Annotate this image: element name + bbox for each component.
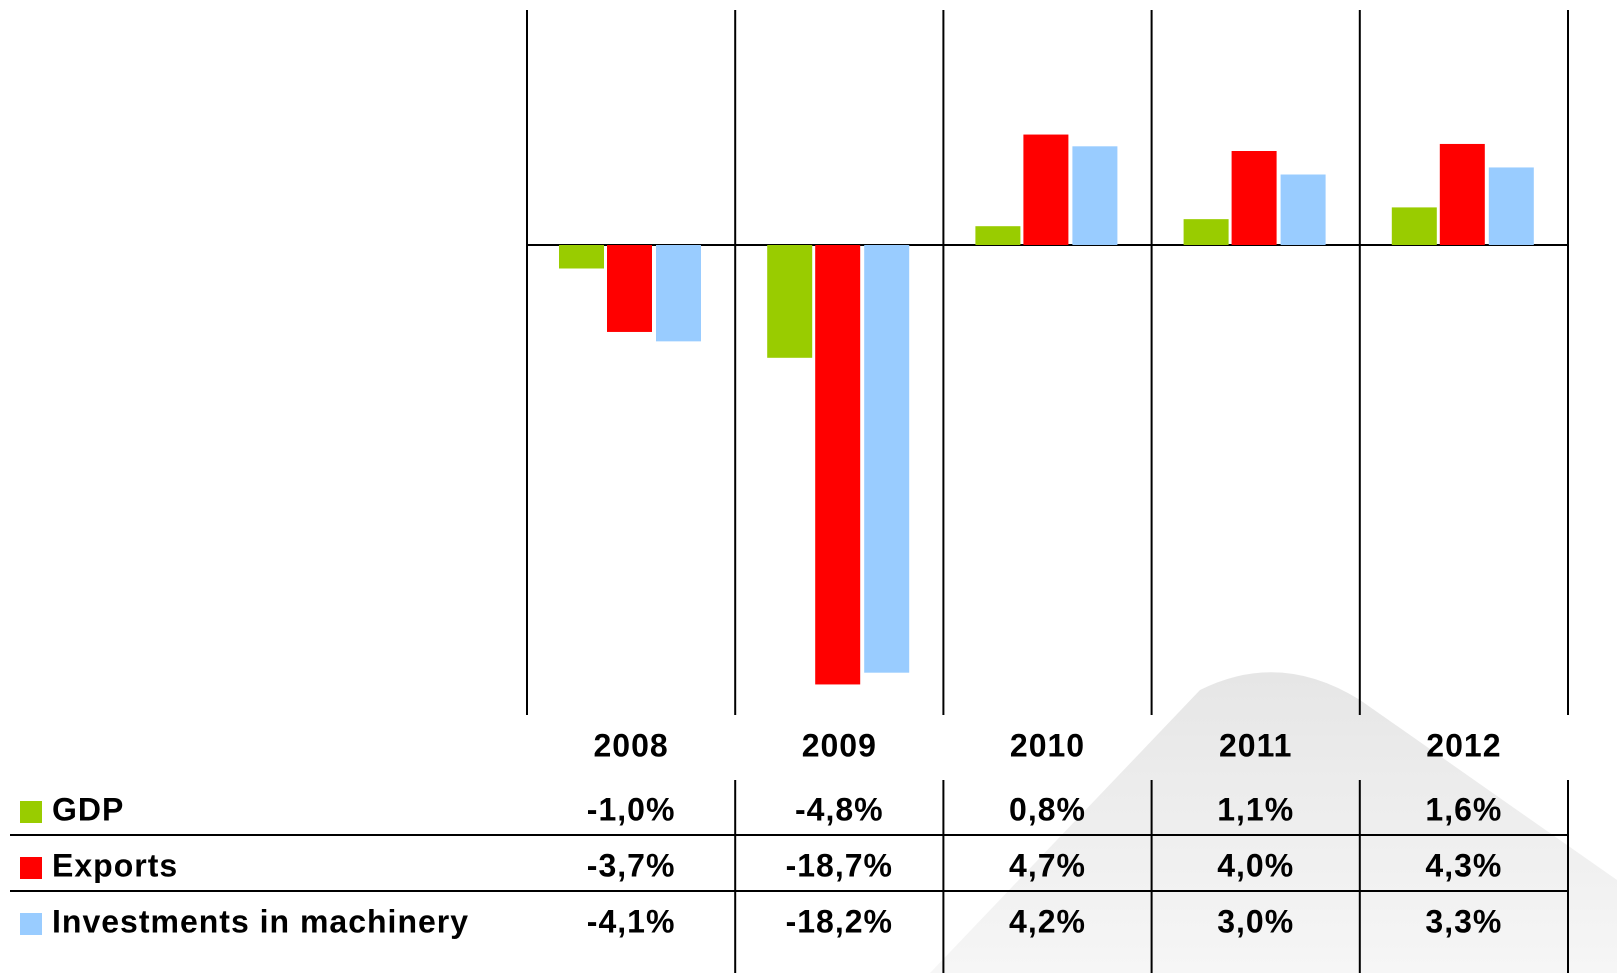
category-label: 2012 bbox=[1426, 727, 1501, 763]
watermark bbox=[930, 672, 1617, 973]
legend-swatch bbox=[20, 857, 42, 879]
value-label: 4,2% bbox=[1009, 903, 1086, 939]
value-label: -4,8% bbox=[795, 791, 884, 827]
value-label: 0,8% bbox=[1009, 791, 1086, 827]
value-label: -1,0% bbox=[587, 791, 676, 827]
bar bbox=[1183, 219, 1229, 245]
legend-label: GDP bbox=[52, 791, 124, 827]
value-label: -3,7% bbox=[587, 847, 676, 883]
bar bbox=[864, 245, 910, 673]
bar bbox=[559, 245, 604, 269]
bar bbox=[1488, 167, 1534, 245]
value-label: 1,6% bbox=[1425, 791, 1502, 827]
category-label: 2011 bbox=[1219, 727, 1292, 763]
value-label: 1,1% bbox=[1217, 791, 1294, 827]
legend-swatch bbox=[20, 913, 42, 935]
value-label: -18,2% bbox=[786, 903, 893, 939]
bar bbox=[1023, 134, 1069, 245]
legend-label: Exports bbox=[52, 847, 178, 883]
bar bbox=[1231, 151, 1277, 245]
value-label: 4,7% bbox=[1009, 847, 1086, 883]
value-label: 3,0% bbox=[1217, 903, 1294, 939]
category-label: 2010 bbox=[1010, 727, 1085, 763]
bar bbox=[1072, 146, 1118, 245]
legend-swatch bbox=[20, 801, 42, 823]
category-label: 2009 bbox=[802, 727, 877, 763]
bar bbox=[1280, 174, 1326, 245]
bar bbox=[975, 226, 1021, 245]
bar bbox=[815, 245, 861, 685]
category-label: 2008 bbox=[594, 727, 669, 763]
bar bbox=[607, 245, 652, 332]
value-label: 4,0% bbox=[1217, 847, 1294, 883]
bar bbox=[1391, 207, 1437, 245]
value-label: -4,1% bbox=[587, 903, 676, 939]
bar bbox=[1439, 143, 1485, 245]
value-label: 4,3% bbox=[1425, 847, 1502, 883]
bar bbox=[656, 245, 701, 342]
bar bbox=[767, 245, 813, 358]
value-label: -18,7% bbox=[786, 847, 893, 883]
legend-label: Investments in machinery bbox=[52, 903, 469, 939]
value-label: 3,3% bbox=[1425, 903, 1502, 939]
